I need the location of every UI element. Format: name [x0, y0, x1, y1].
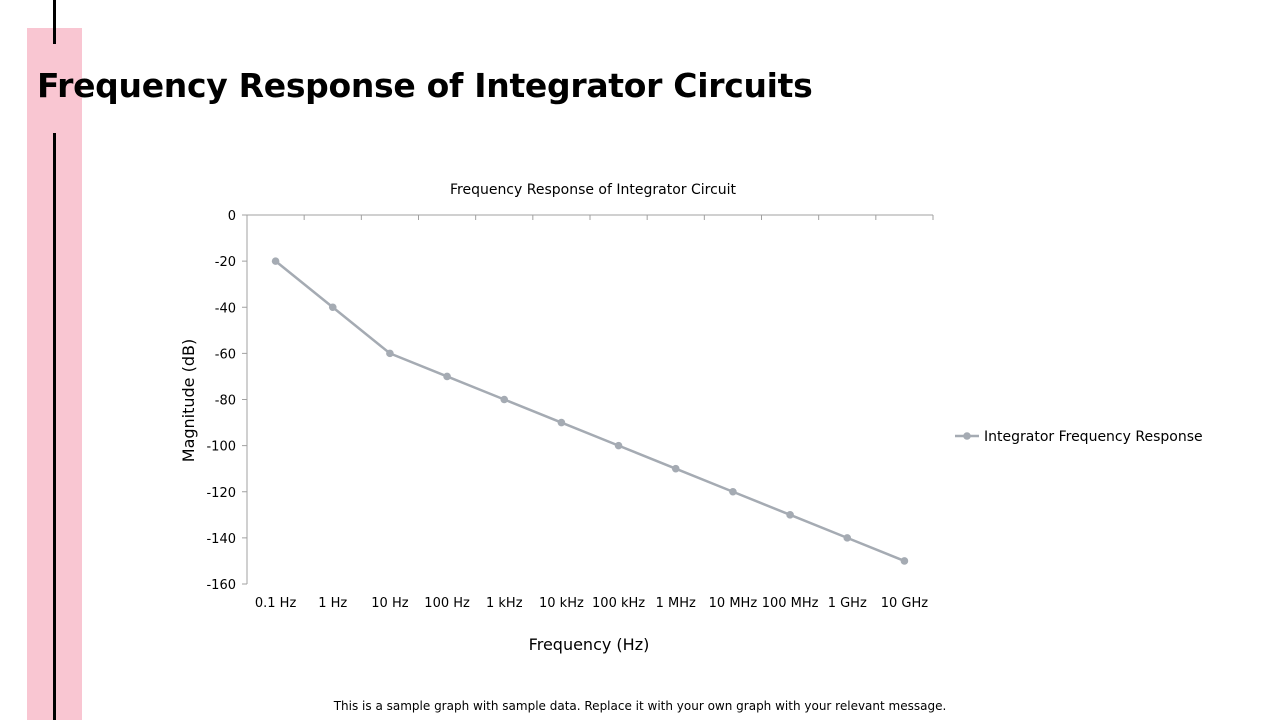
x-tick-label: 100 kHz: [592, 596, 645, 611]
data-point: [443, 372, 451, 381]
data-point: [614, 441, 623, 450]
data-point: [729, 487, 737, 496]
legend-marker: [963, 432, 971, 440]
x-tick-label: 10 GHz: [881, 596, 929, 611]
x-tick-label: 1 GHz: [828, 596, 867, 611]
x-tick-label: 0.1 Hz: [255, 596, 297, 611]
y-tick-label: -60: [215, 347, 236, 362]
y-tick-label: 0: [228, 209, 236, 224]
x-tick-label: 100 Hz: [424, 596, 470, 611]
y-tick-label: -160: [206, 578, 236, 593]
data-point: [671, 464, 680, 473]
y-tick-label: -80: [215, 394, 236, 409]
data-point: [271, 257, 280, 265]
x-tick-label: 10 Hz: [371, 596, 408, 611]
divider-line-bottom: [53, 133, 56, 720]
data-point: [386, 349, 394, 358]
y-tick-label: -140: [206, 532, 236, 547]
data-point: [843, 534, 852, 542]
y-tick-label: -20: [215, 255, 236, 270]
legend-label: Integrator Frequency Response: [984, 429, 1203, 445]
footer-note: This is a sample graph with sample data.…: [333, 699, 947, 713]
y-axis-title: Magnitude (dB): [179, 339, 198, 462]
y-tick-label: -40: [215, 301, 236, 316]
y-tick-label: -120: [206, 486, 236, 501]
x-tick-label: 10 MHz: [709, 596, 758, 611]
y-tick-label: -100: [206, 440, 236, 455]
x-tick-label: 1 MHz: [656, 596, 696, 611]
data-point: [786, 511, 794, 519]
data-point: [328, 303, 337, 312]
page-title: Frequency Response of Integrator Circuit…: [37, 66, 813, 105]
x-tick-label: 100 MHz: [762, 596, 819, 611]
data-point: [900, 557, 909, 565]
chart-title: Frequency Response of Integrator Circuit: [450, 182, 737, 198]
x-axis-title: Frequency (Hz): [529, 635, 650, 654]
x-tick-label: 1 Hz: [318, 596, 347, 611]
x-tick-label: 10 kHz: [539, 596, 584, 611]
x-tick-label: 1 kHz: [486, 596, 523, 611]
series-line: [274, 260, 905, 563]
data-point: [500, 395, 509, 404]
data-point: [557, 418, 566, 427]
divider-line-top: [53, 0, 56, 44]
